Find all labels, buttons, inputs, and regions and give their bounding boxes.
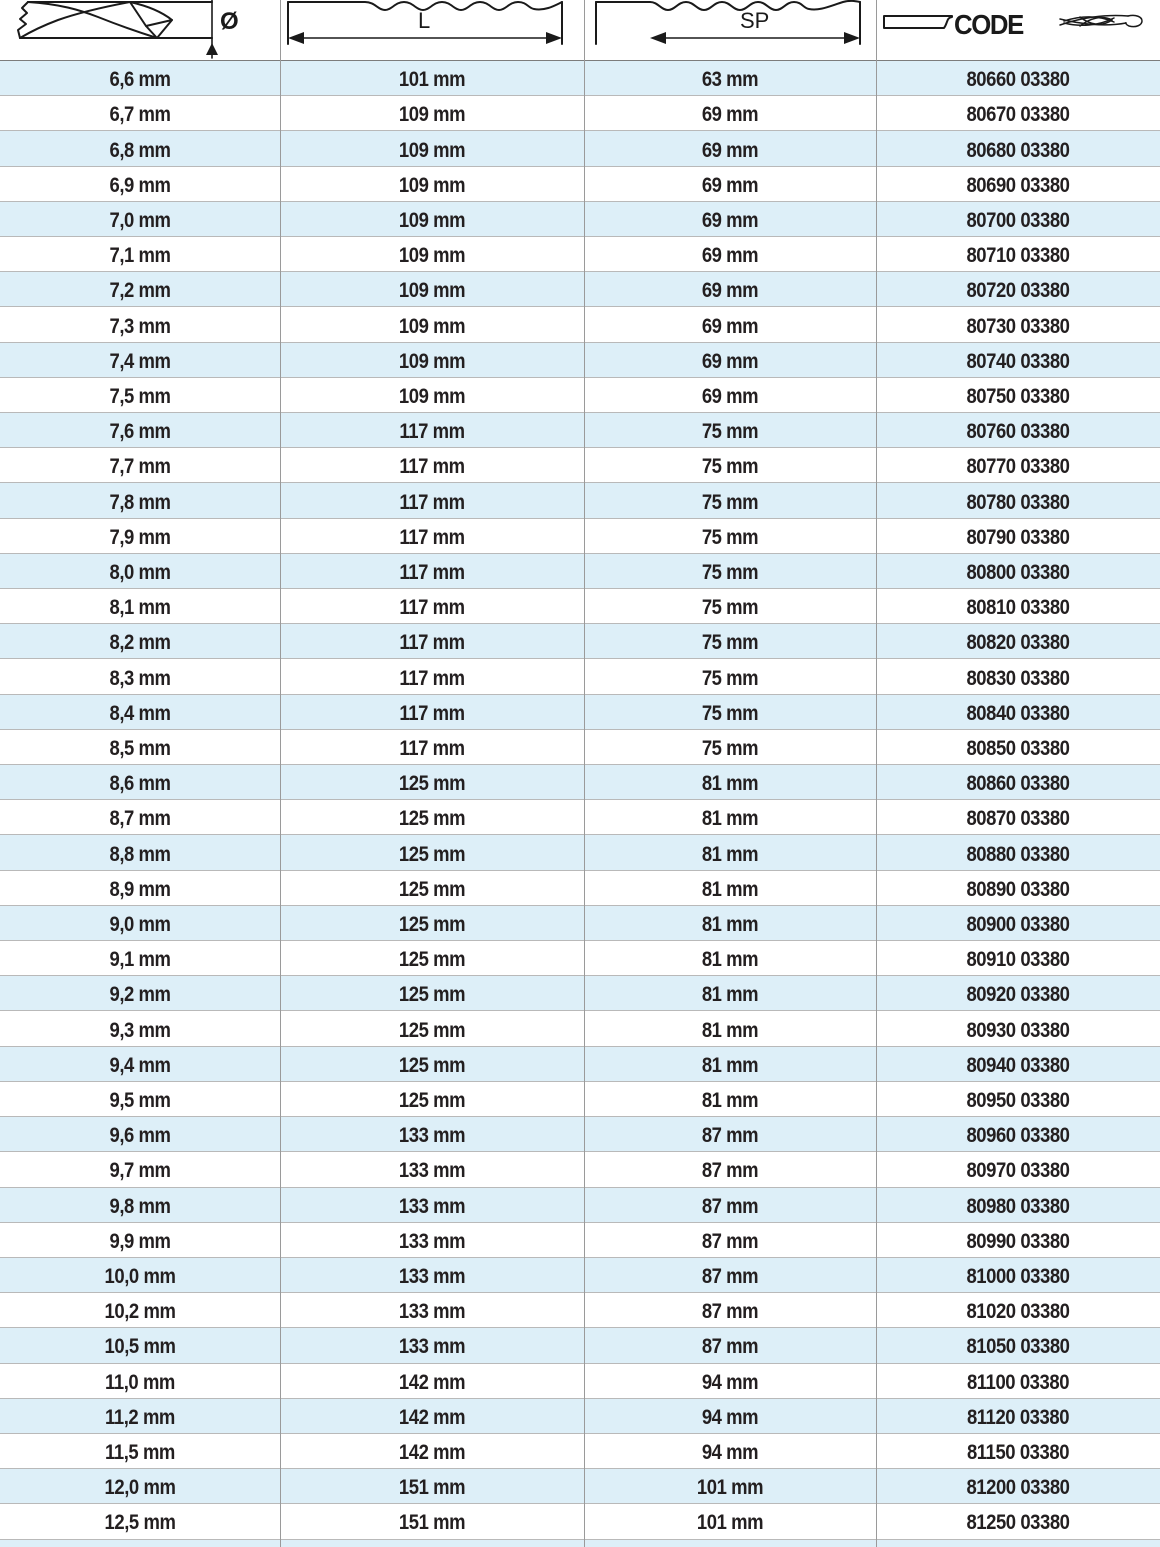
svg-text:L: L	[418, 8, 430, 33]
svg-text:SP: SP	[740, 8, 769, 33]
svg-text:CODE: CODE	[954, 9, 1023, 40]
svg-text:Ø: Ø	[220, 8, 239, 35]
